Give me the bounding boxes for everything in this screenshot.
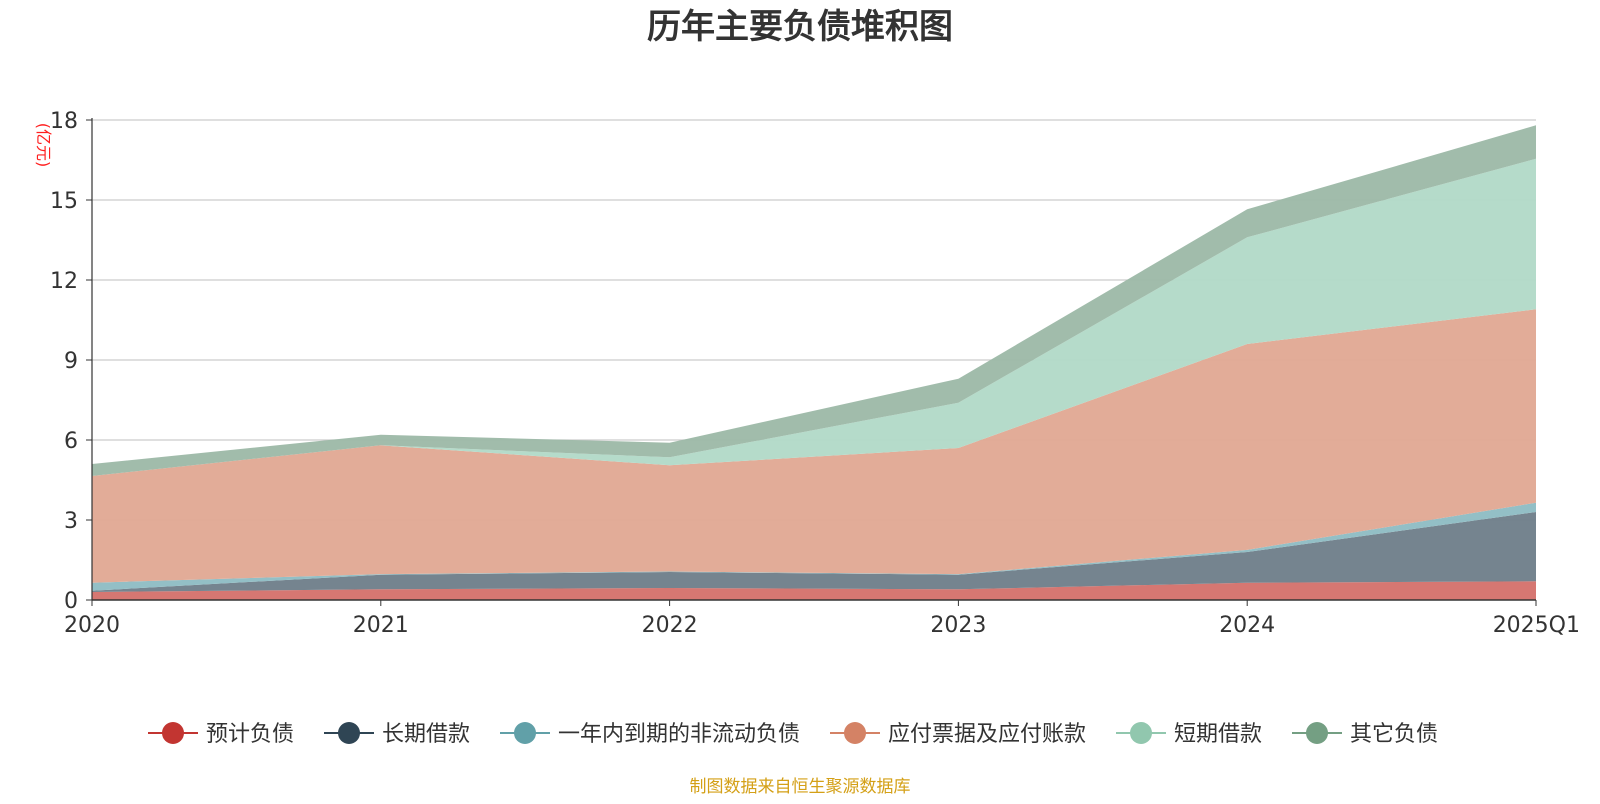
x-tick-label: 2025Q1 xyxy=(1493,613,1580,638)
legend-marker-icon xyxy=(514,722,536,744)
y-tick-label: 0 xyxy=(64,589,78,614)
legend-item-5[interactable]: 其它负债 xyxy=(1292,722,1438,747)
y-tick-label: 3 xyxy=(64,509,78,534)
axes: 0 3 6 9 12 15 18 2020 2021 2022 2023 2024 2025Q1 xyxy=(50,109,1580,638)
x-tick-label: 2022 xyxy=(642,613,698,638)
area-series-0 xyxy=(92,581,1536,600)
area-series-2 xyxy=(92,502,1536,591)
legend-marker-icon xyxy=(338,722,360,744)
legend-marker-icon xyxy=(162,722,184,744)
y-axis-unit-label: (亿元) xyxy=(34,123,53,168)
legend-marker-icon xyxy=(1306,722,1328,744)
area-series xyxy=(92,125,1536,600)
legend-item-4[interactable]: 短期借款 xyxy=(1116,722,1262,747)
x-tick-label: 2021 xyxy=(353,613,409,638)
source-note: 制图数据来自恒生聚源数据库 xyxy=(690,777,911,797)
legend: 预计负债 长期借款 一年内到期的非流动负债 应付票据及应付账款 短期借款 其它负债 xyxy=(148,722,1438,747)
legend-label: 长期借款 xyxy=(382,722,470,747)
area-series-1 xyxy=(92,512,1536,592)
legend-label: 一年内到期的非流动负债 xyxy=(558,722,800,747)
legend-marker-icon xyxy=(1130,722,1152,744)
y-tick-label: 6 xyxy=(64,429,78,454)
chart-title: 历年主要负债堆积图 xyxy=(647,7,953,47)
legend-marker-icon xyxy=(844,722,866,744)
legend-label: 预计负债 xyxy=(206,722,294,747)
y-tick-label: 15 xyxy=(50,189,78,214)
legend-label: 其它负债 xyxy=(1350,722,1438,747)
y-tick-label: 12 xyxy=(50,269,78,294)
legend-item-0[interactable]: 预计负债 xyxy=(148,722,294,747)
x-tick-label: 2024 xyxy=(1219,613,1275,638)
x-tick-label: 2023 xyxy=(930,613,986,638)
area-series-3 xyxy=(92,309,1536,583)
x-tick-label: 2020 xyxy=(64,613,120,638)
y-tick-label: 9 xyxy=(64,349,78,374)
legend-item-3[interactable]: 应付票据及应付账款 xyxy=(830,722,1086,747)
area-series-4 xyxy=(92,158,1536,476)
legend-item-1[interactable]: 长期借款 xyxy=(324,722,470,747)
y-tick-label: 18 xyxy=(50,109,78,134)
legend-label: 应付票据及应付账款 xyxy=(888,722,1086,747)
legend-label: 短期借款 xyxy=(1174,722,1262,747)
legend-item-2[interactable]: 一年内到期的非流动负债 xyxy=(500,722,800,747)
